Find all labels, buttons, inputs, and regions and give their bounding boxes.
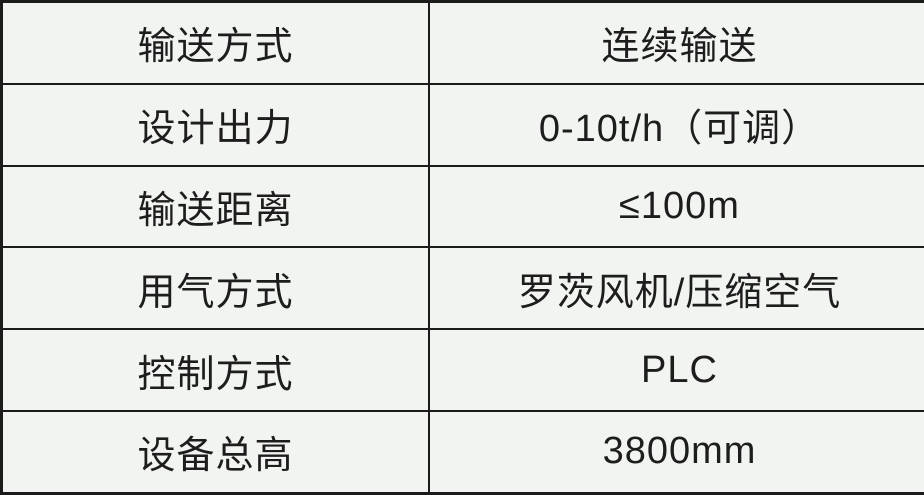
spec-label-cell: 用气方式 <box>0 246 430 331</box>
spec-value-cell: 3800mm <box>428 409 924 495</box>
table-row: 输送方式 连续输送 <box>0 0 924 85</box>
table-row: 控制方式 PLC <box>0 328 924 412</box>
spec-value-cell: 0-10t/h（可调） <box>428 82 924 167</box>
spec-label-cell: 输送距离 <box>0 164 430 249</box>
table-row: 设备总高 3800mm <box>0 409 924 495</box>
spec-label-cell: 控制方式 <box>0 328 430 412</box>
table-row: 输送距离 ≤100m <box>0 164 924 249</box>
spec-value-cell: 连续输送 <box>428 0 924 85</box>
table-row: 设计出力 0-10t/h（可调） <box>0 82 924 167</box>
table-row: 用气方式 罗茨风机/压缩空气 <box>0 246 924 331</box>
spec-value-cell: ≤100m <box>428 164 924 249</box>
spec-label-cell: 设备总高 <box>0 409 430 495</box>
spec-value-cell: PLC <box>428 328 924 412</box>
spec-value-cell: 罗茨风机/压缩空气 <box>428 246 924 331</box>
spec-label-cell: 设计出力 <box>0 82 430 167</box>
spec-label-cell: 输送方式 <box>0 0 430 85</box>
